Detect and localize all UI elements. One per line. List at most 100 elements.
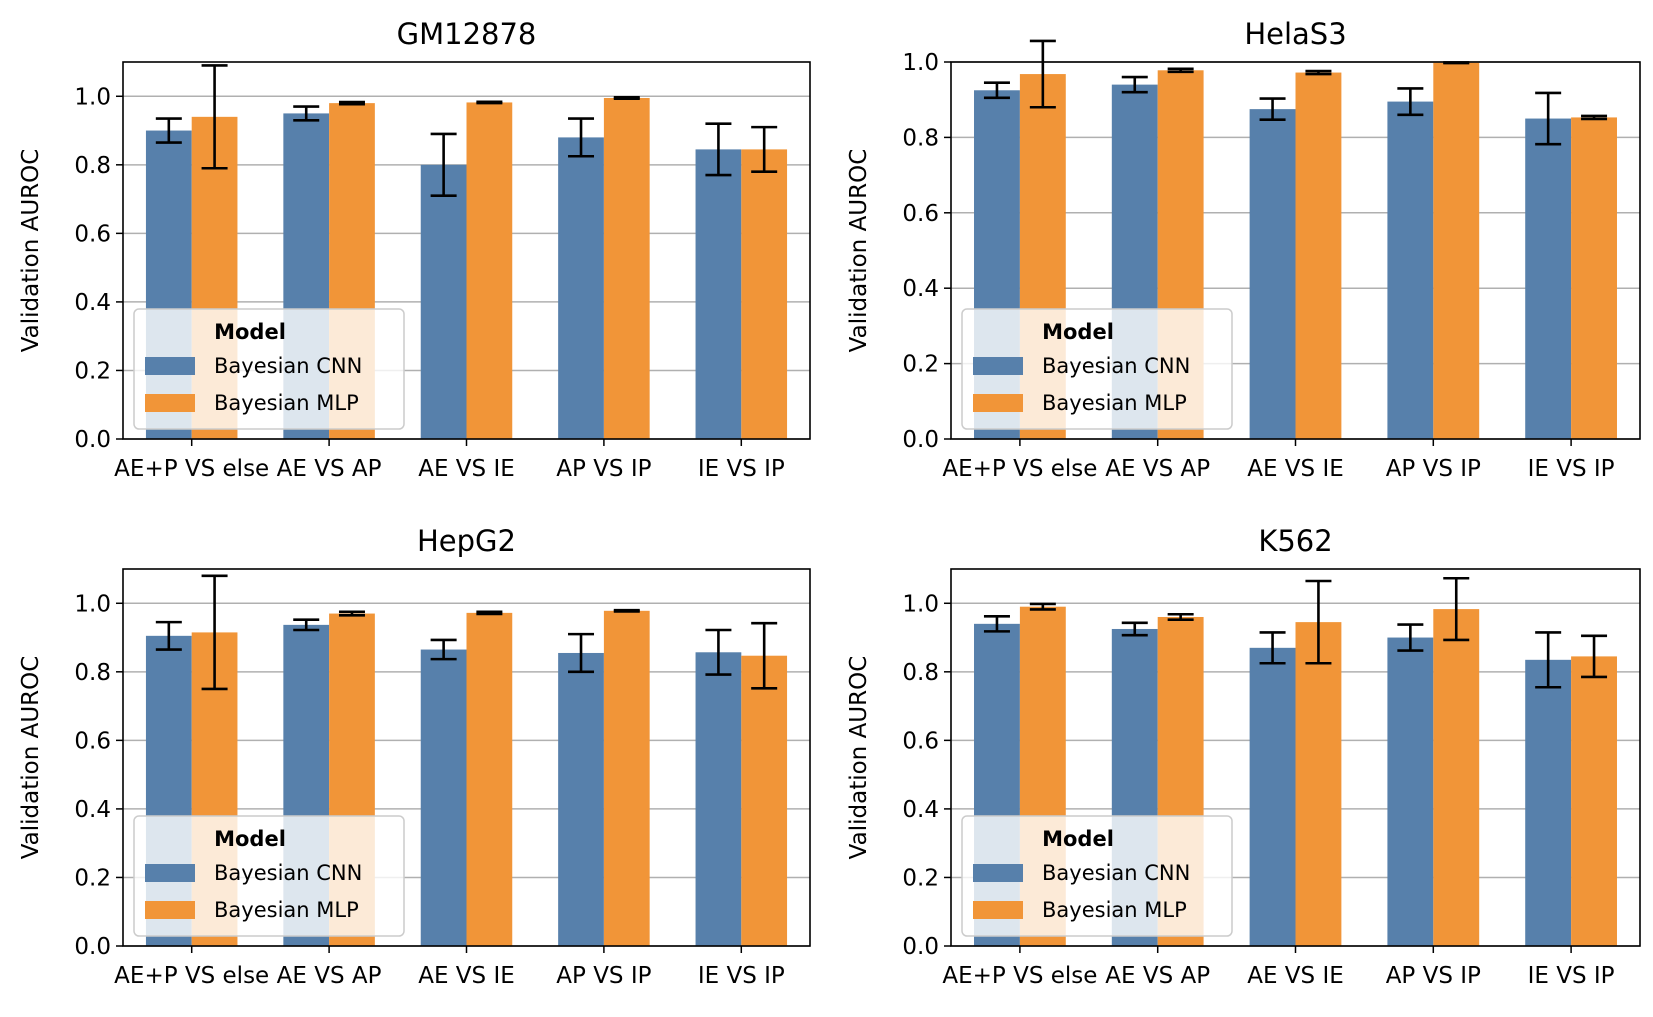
y-tick-label: 0.8 (74, 153, 111, 179)
y-tick-label: 0.2 (902, 352, 939, 378)
legend-label: Bayesian MLP (1042, 391, 1187, 415)
chart-panel-3: 0.0 0.2 0.4 0.6 0.8 1.0 AE+P VS else AE VS AP AE… (18, 524, 811, 989)
legend-swatch (973, 901, 1023, 919)
x-tick-label: AP VS IP (556, 456, 651, 482)
x-tick-label: AE VS IE (418, 456, 515, 482)
y-tick-label: 0.4 (74, 290, 111, 316)
y-tick-label: 0.0 (74, 934, 111, 960)
bar (741, 149, 788, 440)
x-tick-label: AE+P VS else (942, 456, 1097, 482)
y-tick-label: 0.2 (902, 865, 939, 891)
legend-box (133, 308, 405, 430)
bar (1387, 637, 1434, 946)
y-tick-label: 1.0 (902, 50, 939, 76)
legend-label: Bayesian CNN (1042, 354, 1190, 378)
bar (1249, 647, 1296, 946)
bar (1571, 656, 1617, 946)
bar (1433, 609, 1480, 946)
legend-swatch (145, 864, 195, 882)
bar (603, 97, 650, 440)
legend: Model Bayesian CNN Bayesian MLP (961, 308, 1233, 430)
legend-title: Model (214, 827, 286, 851)
y-tick-label: 0.4 (74, 797, 111, 823)
bar (1571, 117, 1617, 439)
x-tick-label: AE+P VS else (114, 963, 269, 989)
y-tick-label: 0.6 (74, 221, 111, 247)
legend-label: Bayesian CNN (214, 861, 362, 885)
legend-label: Bayesian MLP (214, 898, 359, 922)
bar (1433, 62, 1480, 440)
bar (466, 612, 513, 946)
x-tick-label: AE VS IE (1247, 456, 1344, 482)
y-tick-label: 1.0 (74, 84, 111, 110)
bar (420, 649, 467, 946)
x-tick-label: AE+P VS else (942, 963, 1097, 989)
bar (695, 149, 742, 440)
y-tick-label: 0.2 (74, 865, 111, 891)
chart-panel-4: 0.0 0.2 0.4 0.6 0.8 1.0 AE+P VS else AE VS AP AE… (846, 524, 1641, 989)
legend-label: Bayesian MLP (1042, 898, 1187, 922)
x-tick-label: AE VS IE (1247, 963, 1344, 989)
legend-swatch (145, 357, 195, 375)
bar (1295, 72, 1342, 439)
x-tick-label: AE VS AP (1105, 456, 1210, 482)
legend-title: Model (1042, 320, 1114, 344)
y-tick-label: 0.4 (902, 276, 939, 302)
bar (558, 652, 604, 946)
y-tick-label: 0.0 (902, 427, 939, 453)
bar (1525, 659, 1572, 946)
legend-swatch (973, 357, 1023, 375)
legend: Model Bayesian CNN Bayesian MLP (961, 815, 1233, 937)
y-tick-label: 0.8 (902, 660, 939, 686)
bar (1295, 622, 1342, 946)
chart-title: K562 (1258, 524, 1332, 558)
bar (466, 102, 513, 439)
x-tick-label: AP VS IP (1386, 456, 1481, 482)
y-tick-label: 0.8 (902, 125, 939, 151)
x-tick-label: AE VS AP (277, 456, 382, 482)
y-tick-label: 1.0 (74, 591, 111, 617)
legend: Model Bayesian CNN Bayesian MLP (133, 308, 405, 430)
legend-swatch (145, 394, 195, 412)
y-tick-label: 0.2 (74, 358, 111, 384)
legend-label: Bayesian CNN (1042, 861, 1190, 885)
chart-title: HelaS3 (1244, 17, 1346, 51)
x-tick-label: AE VS AP (277, 963, 382, 989)
y-tick-label: 0.6 (902, 201, 939, 227)
legend: Model Bayesian CNN Bayesian MLP (133, 815, 405, 937)
bar (1249, 109, 1296, 439)
x-tick-label: AP VS IP (1386, 963, 1481, 989)
x-tick-label: AE VS AP (1105, 963, 1210, 989)
legend-title: Model (214, 320, 286, 344)
chart-panel-1: 0.0 0.2 0.4 0.6 0.8 1.0 AE+P VS else AE VS AP AE… (18, 17, 811, 482)
chart-title: HepG2 (417, 524, 516, 558)
y-axis-label: Validation AUROC (18, 656, 44, 860)
y-axis-label: Validation AUROC (846, 656, 872, 860)
legend-swatch (973, 394, 1023, 412)
x-tick-label: IE VS IP (1528, 963, 1615, 989)
bar (695, 652, 742, 946)
x-tick-label: IE VS IP (698, 456, 785, 482)
bar (420, 164, 467, 439)
x-tick-label: AP VS IP (556, 963, 651, 989)
x-tick-label: IE VS IP (698, 963, 785, 989)
legend-swatch (973, 864, 1023, 882)
y-tick-label: 0.0 (74, 427, 111, 453)
y-tick-label: 0.4 (902, 797, 939, 823)
legend-swatch (145, 901, 195, 919)
y-axis-label: Validation AUROC (846, 149, 872, 353)
y-axis-label: Validation AUROC (18, 149, 44, 353)
bar (1387, 101, 1434, 440)
x-tick-label: AE VS IE (418, 963, 515, 989)
legend-box (961, 815, 1233, 937)
chart-panel-2: 0.0 0.2 0.4 0.6 0.8 1.0 AE+P VS else AE VS AP AE… (846, 17, 1641, 482)
legend-title: Model (1042, 827, 1114, 851)
bar (558, 137, 604, 439)
legend-label: Bayesian MLP (214, 391, 359, 415)
legend-label: Bayesian CNN (214, 354, 362, 378)
bar (603, 610, 650, 946)
y-tick-label: 0.6 (902, 728, 939, 754)
bar (1525, 118, 1572, 440)
y-tick-label: 0.8 (74, 660, 111, 686)
